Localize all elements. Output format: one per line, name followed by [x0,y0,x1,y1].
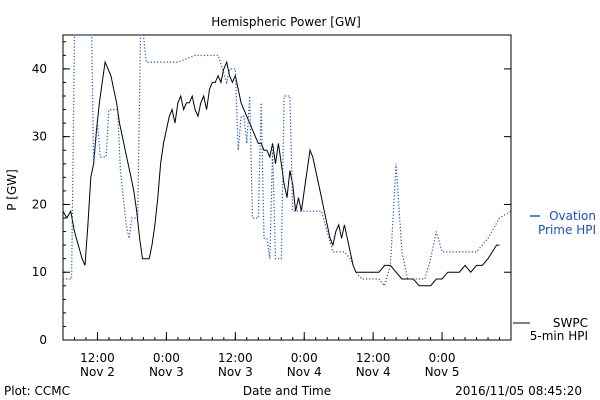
plot-frame [62,34,512,341]
y-tick-label: 40 [32,62,47,76]
series-swpc-line [62,60,500,287]
y-axis: 0 10 20 30 40 [32,41,511,347]
x-tick-label-date: Nov 4 [356,365,391,379]
x-tick-label-time: 0:00 [429,351,456,365]
legend-swpc-line1: SWPC [553,316,588,330]
y-axis-label: P [GW] [5,169,19,211]
legend-swpc-line2: 5-min HPI [530,329,588,343]
x-tick-label-date: Nov 2 [80,365,115,379]
chart-title: Hemispheric Power [GW] [211,15,361,29]
y-tick-label: 0 [39,333,47,347]
y-tick-label: 10 [32,265,47,279]
x-tick-label-time: 12:00 [218,351,253,365]
x-tick-label-date: Nov 3 [218,365,253,379]
legend: Ovation Prime HPI SWPC 5-min HPI [513,209,596,343]
y-tick-label: 20 [32,197,47,211]
x-tick-label-date: Nov 4 [287,365,322,379]
y-tick-label: 30 [32,130,47,144]
footer-left: Plot: CCMC [4,384,70,398]
x-tick-label-time: 12:00 [80,351,115,365]
x-tick-label-time: 12:00 [356,351,391,365]
x-tick-label-time: 0:00 [153,351,180,365]
footer-right: 2016/11/05 08:45:20 [455,384,582,398]
x-tick-label-date: Nov 3 [149,365,184,379]
legend-ovation-line2: Prime HPI [538,223,596,237]
legend-ovation-line1: Ovation [549,209,596,223]
x-tick-label-date: Nov 5 [425,365,460,379]
series-ovation-line [63,34,512,288]
series-layer [62,34,512,288]
x-tick-label-time: 0:00 [291,351,318,365]
x-axis-label: Date and Time [243,384,331,398]
